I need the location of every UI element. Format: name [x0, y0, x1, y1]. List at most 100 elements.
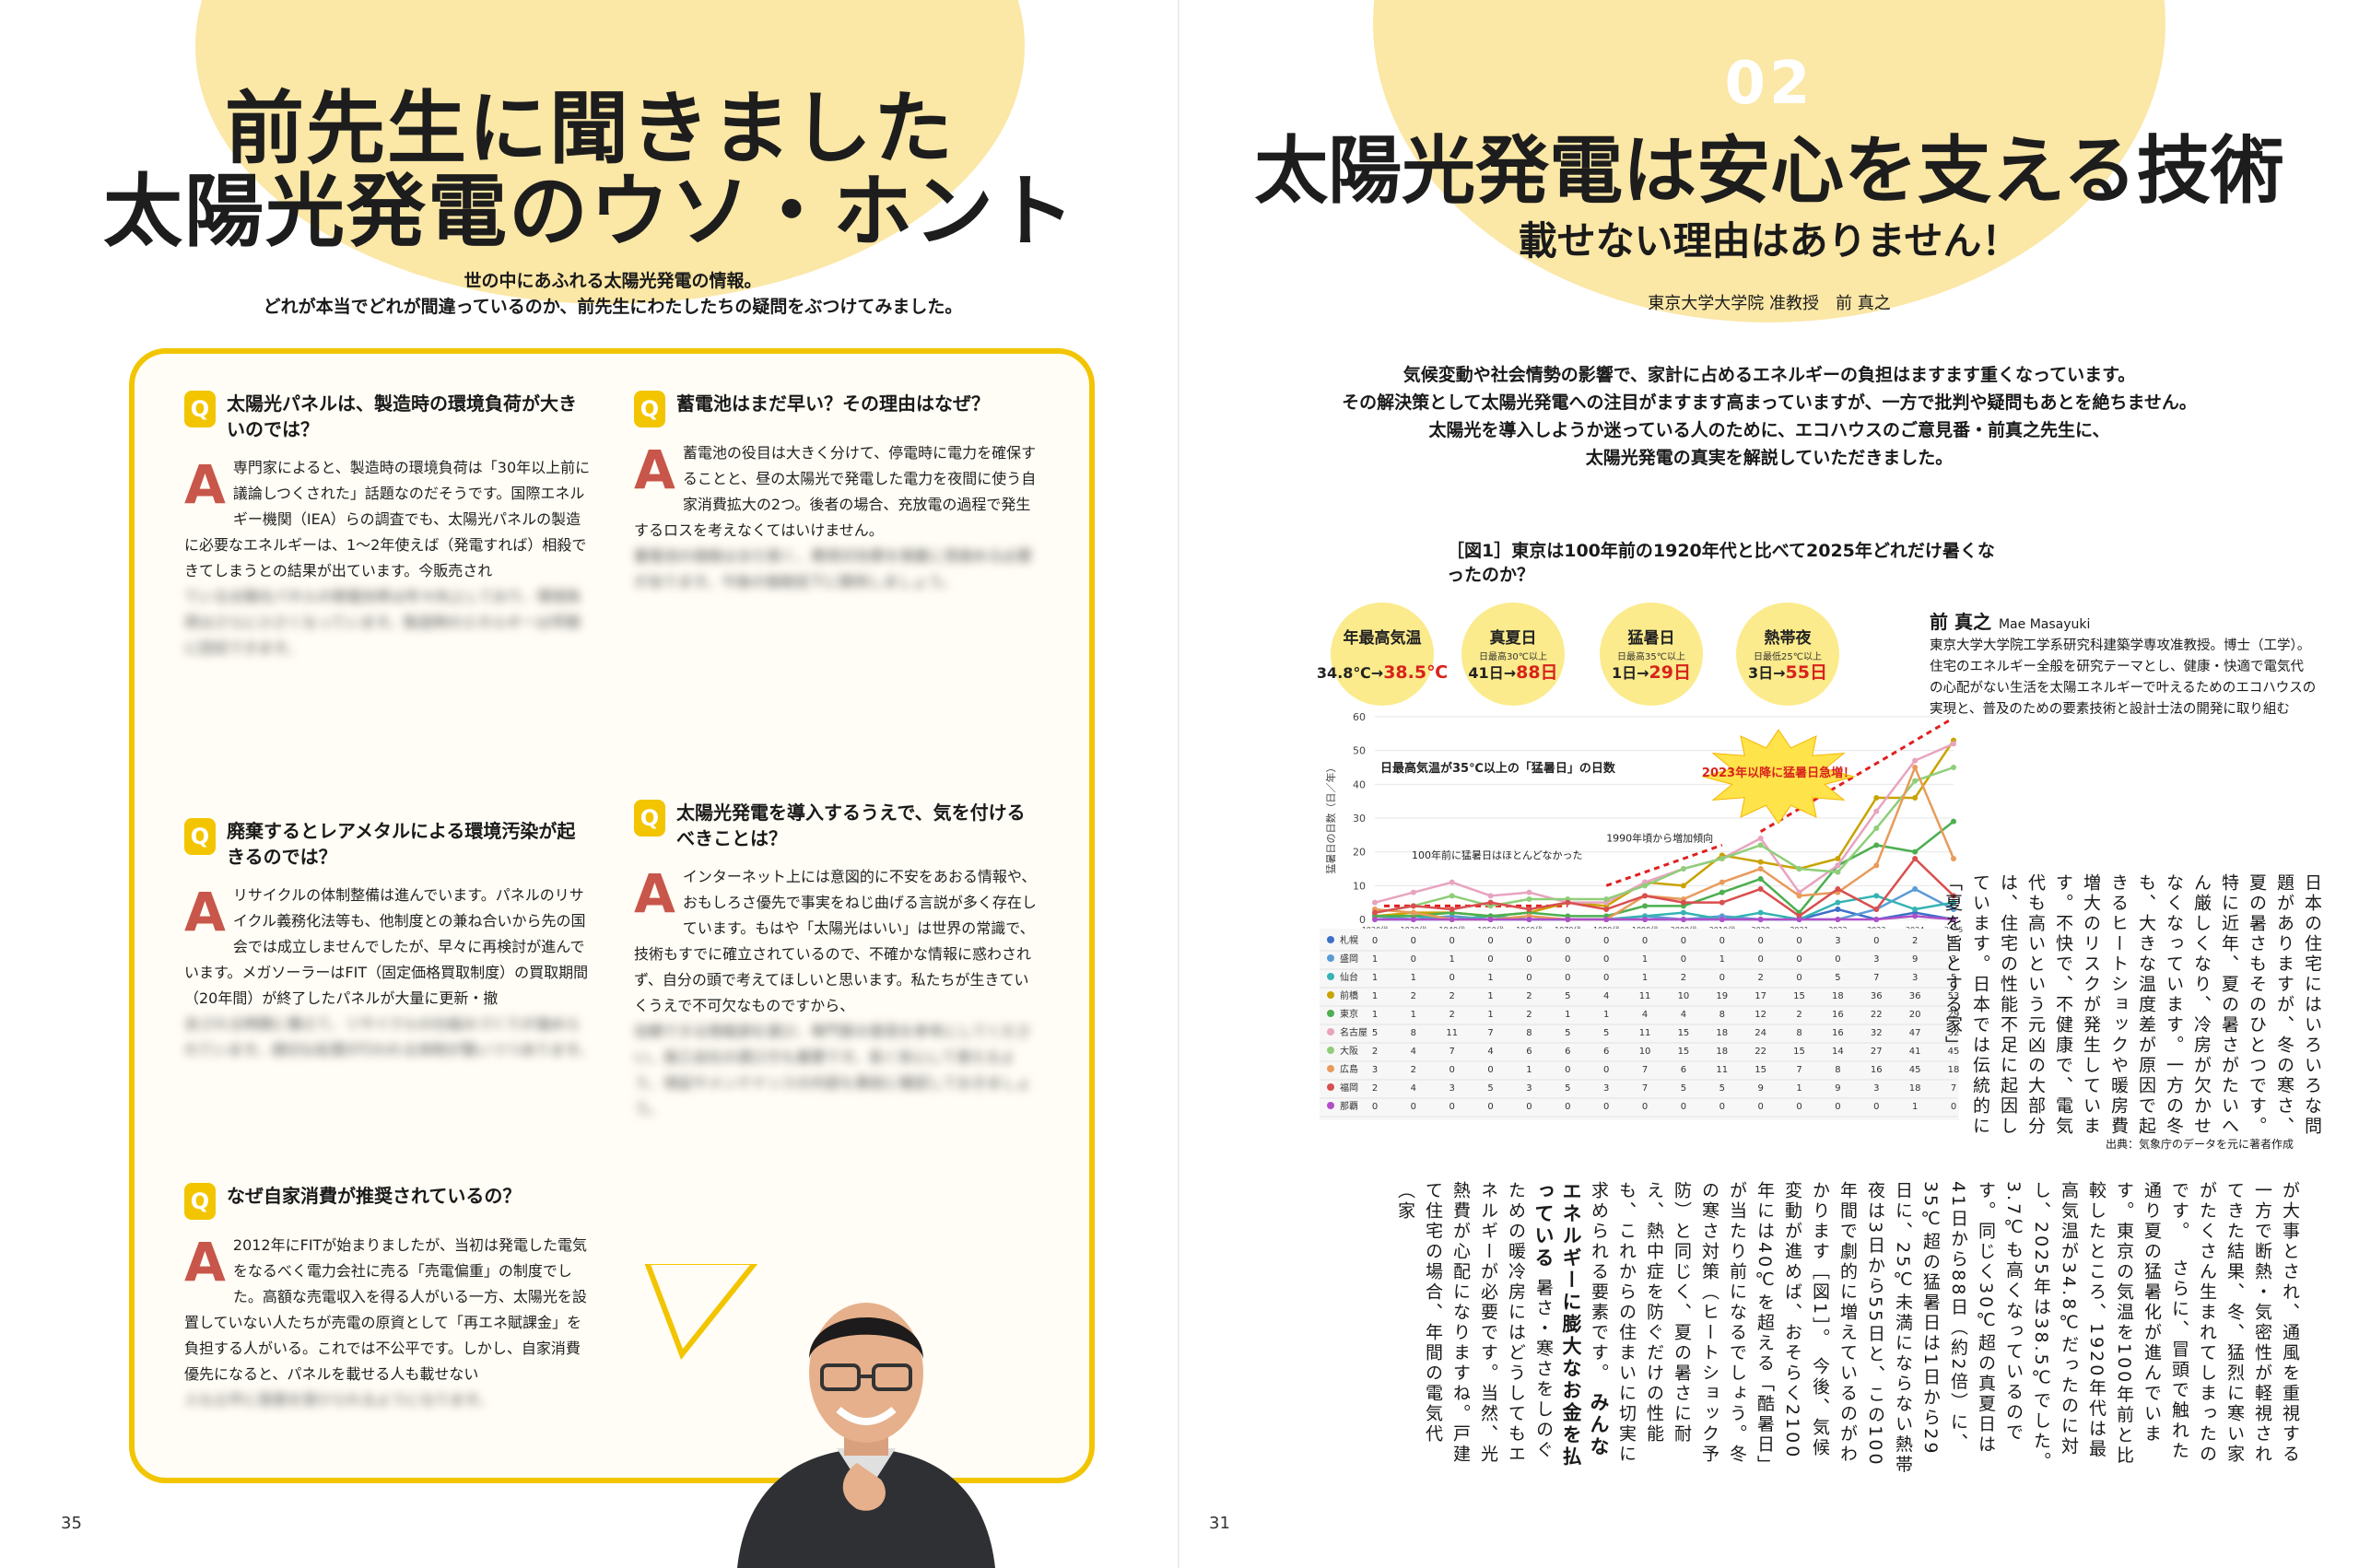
table-cell: 0 — [1835, 954, 1840, 965]
series-point — [1835, 862, 1841, 869]
body-text-bottom: が大事とされ、通風を重視する一方で断熱・気密性が軽視されてきた結果、冬、猛烈に寒… — [1309, 1181, 2304, 1476]
series-point — [1757, 836, 1764, 841]
legend-entry: 福岡 — [1340, 1082, 1358, 1094]
table-cell: 6 — [1526, 1047, 1532, 1057]
table-cell: 2 — [1411, 1065, 1416, 1075]
table-cell: 0 — [1411, 936, 1416, 946]
q-icon: Q — [184, 818, 216, 855]
table-cell: 1 — [1642, 973, 1648, 983]
y-tick-label: 0 — [1359, 914, 1366, 926]
table-cell: 11 — [1716, 1065, 1728, 1075]
table-cell: 6 — [1565, 1047, 1570, 1057]
series-point — [1912, 795, 1919, 801]
y-axis-label: 猛暑日の日数（日／年） — [1324, 763, 1337, 874]
stat-label: 真夏日 — [1490, 628, 1537, 648]
table-cell: 2 — [1526, 1010, 1532, 1020]
table-cell: 0 — [1603, 973, 1609, 983]
body-text-top: 日本の住宅にはいろいろな問題がありますが、冬の寒さ、夏の暑さもそのひとつです。特… — [1942, 873, 2322, 1137]
profile-bio: 東京大学大学院工学系研究科建築学専攻准教授。博士（工学）。住宅のエネルギー全般を… — [1930, 638, 2317, 717]
table-cell: 1 — [1372, 991, 1378, 1001]
stat-label: 年最高気温 — [1344, 628, 1422, 648]
table-cell: 6 — [1603, 1047, 1609, 1057]
series-point — [1719, 889, 1725, 895]
right-page: 02 太陽光発電は安心を支える技術 載せない理由はありません！ 東京大学大学院 … — [1180, 0, 2359, 1568]
table-cell: 17 — [1755, 991, 1766, 1001]
table-cell: 2 — [1449, 991, 1455, 1001]
stat-label: 熱帯夜 — [1765, 628, 1813, 648]
profile-name-en: Mae Masayuki — [1998, 617, 2091, 632]
table-cell: 1 — [1411, 973, 1416, 983]
table-cell: 3 — [1951, 954, 1956, 965]
chart-note: 1990年頃から増加傾向 — [1606, 832, 1713, 845]
body-paragraph: が大事とされ、通風を重視する一方で断熱・気密性が軽視されてきた結果、冬、猛烈に寒… — [2169, 1181, 2300, 1465]
table-cell: 0 — [1681, 1102, 1686, 1112]
table-cell: 0 — [1796, 1102, 1802, 1112]
series-point — [1951, 741, 1956, 747]
legend-swatch — [1327, 954, 1334, 962]
qa-item-4: Q 太陽光発電を導入するうえで、気を付けるべきことは？ A インターネット上には… — [634, 800, 1043, 1122]
table-cell: 1 — [1487, 991, 1493, 1001]
table-cell: 0 — [1526, 973, 1532, 983]
question-text: 蓄電池はまだ早い？その理由はなぜ？ — [676, 392, 990, 415]
bubble-tail — [645, 1262, 765, 1360]
table-cell: 1 — [1603, 1010, 1609, 1020]
series-point — [1796, 893, 1802, 899]
table-cell: 2 — [1757, 973, 1763, 983]
table-cell: 0 — [1565, 973, 1570, 983]
legend-swatch — [1327, 1010, 1334, 1017]
table-cell: 7 — [1642, 1083, 1648, 1094]
body-paragraph: 暑さ・寒さをしのぐための暖冷房にはどうしてもエネルギーが必要です。当然、光熱費が… — [1395, 1181, 1554, 1465]
stat-sublabel: 日最高35℃以上 — [1617, 650, 1685, 662]
table-cell: 1 — [1372, 1010, 1378, 1020]
table-cell: 3 — [1873, 954, 1879, 965]
table-cell: 0 — [1526, 954, 1532, 965]
series-point — [1757, 909, 1764, 916]
series-point — [1757, 917, 1764, 922]
series-point — [1642, 883, 1649, 889]
qa-speech-bubble — [129, 348, 1095, 1483]
series-point — [1796, 917, 1802, 922]
y-tick-label: 40 — [1353, 778, 1366, 790]
table-cell: 16 — [1871, 1065, 1883, 1075]
table-cell: 18 — [1716, 1047, 1728, 1057]
table-cell: 36 — [1909, 991, 1921, 1001]
series-point — [1835, 907, 1841, 912]
answer-text: インターネット上には意図的に不安をあおる情報や、おもしろさ優先で事実をねじ曲げる… — [634, 868, 1037, 1014]
series-point — [1951, 907, 1956, 912]
series-point — [1410, 889, 1416, 895]
table-cell: 0 — [1951, 1102, 1956, 1112]
qa-item-2: Q 蓄電池はまだ早い？その理由はなぜ？ A 蓄電池の役目は大きく分けて、停電時に… — [634, 391, 1043, 595]
legend-entry: 名古屋 — [1340, 1026, 1367, 1038]
y-tick-label: 60 — [1353, 711, 1366, 723]
series-point — [1757, 886, 1764, 892]
body-heading: みんなエネルギーに膨大なお金を払っている — [1532, 1181, 1610, 1469]
answer-text: 2012年にFITが始まりましたが、当初は発電した電気をなるべく電力会社に売る「… — [184, 1236, 587, 1383]
table-cell: 11 — [1446, 1028, 1458, 1038]
series-point — [1642, 917, 1649, 922]
stat-value: 34.8℃→38.5℃ — [1318, 662, 1448, 683]
table-cell: 8 — [1526, 1028, 1532, 1038]
series-point — [1951, 899, 1956, 906]
series-point — [1449, 879, 1455, 885]
q-icon: Q — [184, 1183, 216, 1220]
series-point — [1487, 893, 1494, 899]
right-subtitle: 載せない理由はありません！ — [1518, 218, 2021, 263]
legend-swatch — [1327, 1028, 1334, 1036]
series-point — [1487, 899, 1494, 906]
series-point — [1719, 917, 1725, 922]
series-point — [1449, 893, 1455, 899]
table-cell: 29 — [1948, 1010, 1960, 1020]
legend-swatch — [1327, 1065, 1334, 1072]
table-cell: 1 — [1719, 954, 1725, 965]
table-cell: 0 — [1526, 1102, 1532, 1112]
series-point — [1565, 917, 1571, 922]
table-cell: 7 — [1642, 1065, 1648, 1075]
table-cell: 0 — [1449, 1065, 1455, 1075]
table-cell: 0 — [1719, 1102, 1725, 1112]
table-cell: 2 — [1411, 991, 1416, 1001]
series-point — [1912, 848, 1919, 855]
table-cell: 3 — [1835, 936, 1840, 946]
table-cell: 1 — [1487, 973, 1493, 983]
series-point — [1873, 808, 1880, 814]
series-point — [1680, 899, 1686, 906]
